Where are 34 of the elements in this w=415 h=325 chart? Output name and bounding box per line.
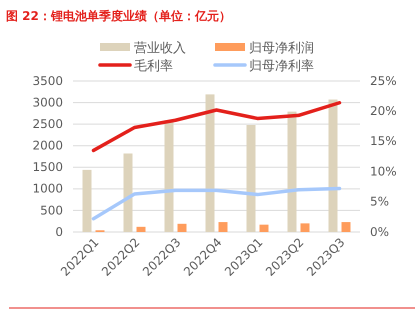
y-tick-label: 500 [40,203,63,218]
y-tick-label: 2500 [32,116,63,131]
y2-tick-label: 15% [370,134,397,148]
legend-label: 归母净利率 [249,58,314,74]
legend-label: 归母净利润 [249,41,314,56]
bar [82,170,92,232]
legend-label: 毛利率 [134,58,173,74]
bar [246,125,256,232]
line-series [92,186,342,220]
bar [206,94,214,232]
bar [342,222,350,232]
y-tick-label: 3000 [32,95,63,110]
line-series [92,100,342,152]
bar [328,100,338,232]
y-tick-label: 0 [55,224,63,239]
y-tick-label: 3500 [32,74,63,88]
bar [218,222,228,232]
y2-tick-label: 0% [370,224,390,239]
y2-tick-label: 5% [370,194,390,209]
bar [164,120,174,232]
chart-title: 图 22：锂电池单季度业绩（单位：亿元） [6,9,231,23]
bar [136,226,146,232]
y-tick-label: 2000 [32,138,63,153]
y-tick-label: 1500 [32,160,63,174]
y2-tick-label: 10% [370,164,397,178]
bar [288,112,296,232]
y-tick-label: 1000 [32,182,63,196]
bar [260,224,268,232]
bar [124,153,132,232]
y2-tick-label: 20% [370,104,397,118]
y2-tick-label: 25% [370,74,397,88]
legend-label: 营业收入 [134,41,186,56]
bar [300,223,310,232]
bar [178,224,186,232]
